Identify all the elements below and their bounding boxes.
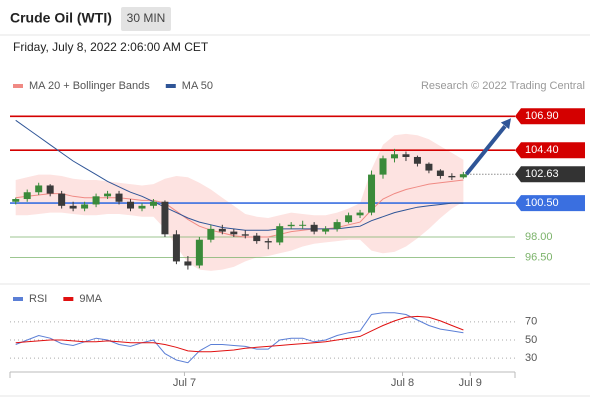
legend-swatch	[13, 297, 23, 301]
legend-swatch	[165, 84, 176, 88]
candle-body	[218, 228, 226, 232]
timeframe-badge[interactable]	[121, 7, 171, 31]
x-tick-label: Jul 9	[459, 377, 482, 389]
timeframe-label[interactable]: 30 MIN	[127, 11, 166, 25]
level-label: 102.63	[525, 168, 559, 180]
candle-body	[402, 154, 410, 157]
candle-body	[253, 235, 261, 242]
candle-body	[69, 205, 77, 209]
candle-body	[127, 201, 135, 209]
credit: Research © 2022 Trading Central	[421, 80, 585, 92]
y-tick-label: 50	[525, 334, 537, 346]
candle-body	[287, 224, 295, 227]
legend-swatch	[13, 84, 23, 88]
candle-body	[379, 158, 387, 175]
level-label: 104.40	[525, 144, 559, 156]
candle-body	[184, 261, 192, 266]
candle-body	[448, 175, 456, 178]
instrument-title: Crude Oil (WTI)	[10, 10, 112, 26]
candle-body	[12, 199, 20, 202]
level-box	[515, 142, 585, 159]
candle-body	[241, 234, 249, 236]
level-label: 100.50	[525, 197, 559, 209]
candle-body	[104, 193, 112, 197]
candle-body	[299, 224, 307, 226]
x-tick-label: Jul 8	[391, 377, 414, 389]
candle-body	[345, 215, 353, 223]
legend-swatch	[63, 297, 74, 301]
candle-body	[195, 239, 203, 266]
level-label: 96.50	[525, 251, 553, 263]
level-box	[515, 166, 585, 183]
candle-body	[276, 226, 284, 243]
candle-body	[149, 201, 157, 206]
level-box	[515, 108, 585, 125]
x-tick-label: Jul 7	[173, 377, 196, 389]
candle-body	[264, 241, 272, 243]
level-label: 106.90	[525, 110, 559, 122]
legend-label: MA 20 + Bollinger Bands	[29, 80, 150, 92]
candle-body	[413, 156, 421, 164]
candle-body	[23, 192, 31, 200]
candle-body	[46, 185, 54, 194]
candle-body	[161, 201, 169, 235]
ma50-line	[15, 119, 464, 231]
candle-body	[92, 196, 100, 205]
level-box	[515, 195, 585, 212]
candle-body	[207, 228, 215, 240]
candle-body	[172, 234, 180, 262]
candle-body	[81, 204, 89, 209]
legend-label: 9MA	[79, 293, 102, 305]
candle-body	[368, 174, 376, 213]
y-tick-label: 70	[525, 316, 537, 328]
candle-body	[322, 228, 330, 232]
candle-body	[138, 205, 146, 209]
indicator-line	[15, 315, 464, 353]
candle-body	[459, 174, 467, 178]
candle-body	[115, 193, 123, 202]
candle-body	[310, 224, 318, 232]
indicator-line	[15, 312, 464, 364]
candle-body	[35, 185, 43, 193]
candle-body	[390, 154, 398, 159]
candle-body	[230, 231, 238, 235]
level-label: 98.00	[525, 231, 553, 243]
forecast-arrow-head	[500, 118, 511, 130]
candle-body	[356, 212, 364, 216]
candle-body	[425, 163, 433, 171]
forecast-arrow	[464, 125, 507, 176]
candle-body	[333, 222, 341, 229]
candle-body	[58, 193, 66, 206]
legend-label: RSI	[29, 293, 47, 305]
y-tick-label: 30	[525, 352, 537, 364]
date-label: Friday, July 8, 2022 2:06:00 AM CET	[13, 40, 209, 54]
candle-body	[436, 170, 444, 176]
ma20-line	[15, 179, 464, 238]
legend-label: MA 50	[182, 80, 213, 92]
